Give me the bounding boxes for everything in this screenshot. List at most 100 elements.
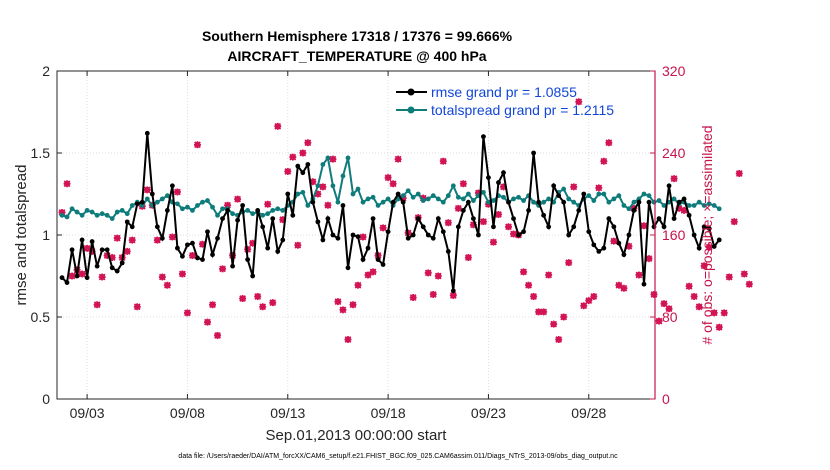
rmse-point <box>64 280 70 285</box>
rmse-point <box>546 224 552 230</box>
chart-title: Southern Hemisphere 17318 / 17376 = 99.6… <box>202 28 513 44</box>
obs-assimilated-marker <box>740 270 748 278</box>
totalspread-point <box>330 183 336 189</box>
rmse-point <box>310 199 316 205</box>
obs-assimilated-marker <box>580 302 588 310</box>
totalspread-point <box>380 199 386 205</box>
rmse-point <box>541 212 547 218</box>
rmse-point <box>696 245 702 251</box>
rmse-point <box>481 134 486 140</box>
totalspread-point <box>59 212 65 218</box>
totalspread-point <box>410 194 416 200</box>
rmse-point <box>706 226 712 231</box>
totalspread-point <box>651 199 657 205</box>
totalspread-point <box>250 211 256 217</box>
obs-assimilated-marker <box>364 271 372 279</box>
totalspread-point <box>109 216 115 222</box>
totalspread-point <box>591 198 597 203</box>
totalspread-point <box>185 204 190 210</box>
y2-tick-label: 80 <box>662 309 678 325</box>
totalspread-point <box>481 189 486 195</box>
obs-assimilated-marker <box>700 262 708 270</box>
obs-assimilated-marker <box>675 204 683 212</box>
rmse-point <box>59 275 65 281</box>
totalspread-point <box>89 209 95 215</box>
obs-assimilated-marker <box>745 280 753 288</box>
rmse-point <box>275 249 281 254</box>
rmse-point <box>636 199 642 205</box>
obs-assimilated-marker <box>204 318 212 326</box>
rmse-point <box>621 252 627 258</box>
obs-assimilated-marker <box>379 224 387 232</box>
totalspread-point <box>691 203 697 208</box>
rmse-point <box>340 203 346 208</box>
obs-assimilated-marker <box>173 188 181 196</box>
obs-assimilated-marker <box>93 301 101 309</box>
x-axis-label: Sep.01,2013 00:00:00 start <box>266 427 448 444</box>
rmse-point <box>521 229 526 235</box>
obs-assimilated-marker <box>239 295 247 303</box>
totalspread-point <box>280 208 286 213</box>
totalspread-point <box>260 212 266 218</box>
x-tick-label: 09/03 <box>70 405 105 421</box>
rmse-point <box>195 255 200 261</box>
obs-assimilated-marker <box>590 293 598 300</box>
rmse-point <box>526 208 531 213</box>
obs-assimilated-marker <box>103 252 111 259</box>
y-tick-label: 0.5 <box>31 309 51 325</box>
rmse-point <box>646 199 652 205</box>
obs-assimilated-marker <box>705 243 713 251</box>
obs-assimilated-marker <box>254 293 262 300</box>
totalspread-point <box>350 191 356 197</box>
rmse-point <box>476 232 481 238</box>
totalspread-point <box>360 199 366 205</box>
rmse-point <box>330 232 336 238</box>
y-tick-label: 0 <box>42 391 50 407</box>
rmse-point <box>611 224 617 230</box>
rmse-point <box>84 275 90 281</box>
totalspread-point <box>706 201 712 207</box>
obs-assimilated-marker <box>314 190 322 198</box>
rmse-point <box>626 232 632 238</box>
obs-assimilated-marker <box>635 271 643 279</box>
rmse-point <box>350 232 356 238</box>
obs-assimilated-marker <box>193 141 201 149</box>
obs-assimilated-marker <box>289 153 297 161</box>
rmse-point <box>320 237 326 243</box>
x-tick-label: 09/23 <box>471 405 506 421</box>
obs-assimilated-marker <box>389 180 397 188</box>
totalspread-point <box>696 199 702 205</box>
obs-assimilated-marker <box>645 255 653 263</box>
obs-assimilated-marker <box>655 317 663 325</box>
obs-assimilated-marker <box>259 303 267 311</box>
obs-assimilated-marker <box>163 281 171 289</box>
rmse-point <box>596 249 602 254</box>
rmse-point <box>671 216 677 222</box>
obs-assimilated-marker <box>560 313 568 321</box>
rmse-point <box>385 229 391 235</box>
obs-assimilated-marker <box>359 233 367 241</box>
rmse-point <box>435 216 441 222</box>
legend-rmse-marker <box>407 88 415 96</box>
obs-assimilated-marker <box>299 149 307 157</box>
obs-assimilated-marker <box>178 270 186 278</box>
totalspread-point <box>450 183 456 189</box>
obs-assimilated-marker <box>685 282 693 290</box>
totalspread-point <box>631 199 637 205</box>
totalspread-point <box>375 203 381 208</box>
obs-assimilated-marker <box>334 298 342 306</box>
rmse-point <box>109 265 115 271</box>
rmse-point <box>325 216 331 222</box>
totalspread-point <box>220 206 225 212</box>
totalspread-point <box>355 186 361 192</box>
rmse-point <box>551 183 557 189</box>
y2-tick-label: 240 <box>662 145 686 161</box>
totalspread-point <box>711 203 717 208</box>
obs-assimilated-marker <box>640 222 648 230</box>
rmse-point <box>561 199 567 205</box>
totalspread-point <box>210 204 215 210</box>
obs-assimilated-marker <box>219 265 227 273</box>
obs-assimilated-marker <box>464 254 472 262</box>
legend-spread-label: totalspread grand pr = 1.2115 <box>431 102 614 118</box>
